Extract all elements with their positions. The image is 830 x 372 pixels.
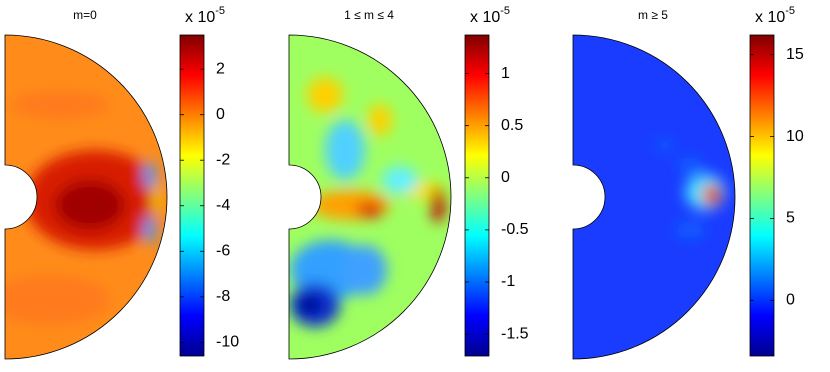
colorbar-scale: x 10-5 <box>185 5 225 26</box>
field-blobs <box>657 139 725 238</box>
field <box>289 35 451 359</box>
colorbar <box>749 34 775 357</box>
colorbar-tick-label: 10 <box>786 128 804 145</box>
field-blob <box>144 216 156 244</box>
colorbar-scale: x 10-5 <box>755 5 795 26</box>
colorbar-tick-label: 0.5 <box>501 117 523 134</box>
field-blob <box>431 187 445 223</box>
field-blob <box>10 91 110 119</box>
colorbar-scale-base: x 10 <box>185 9 215 26</box>
field-blob <box>55 180 125 230</box>
field-blob <box>657 139 673 151</box>
colorbar-scale-base: x 10 <box>755 9 785 26</box>
colorbar-scale: x 10-5 <box>470 5 510 26</box>
colorbar-tick-label: -1.5 <box>501 325 529 342</box>
field <box>5 35 167 359</box>
field-blob <box>144 161 156 189</box>
field-blob <box>153 182 161 218</box>
field-blob <box>307 77 343 113</box>
panel-title: m ≥ 5 <box>638 8 668 22</box>
colorbar-tick-label: 0 <box>216 106 225 123</box>
colorbar-tick-label: 2 <box>216 60 225 77</box>
colorbar-tick-label: -2 <box>216 151 230 168</box>
field-blob <box>5 275 110 325</box>
colorbar-scale-exponent: -5 <box>500 5 510 17</box>
field-blob <box>298 295 322 315</box>
panel-title: 1 ≤ m ≤ 4 <box>344 8 394 22</box>
colorbar-scale-exponent: -5 <box>215 5 225 17</box>
colorbar <box>179 34 205 357</box>
colorbar-tick-label: 0 <box>501 169 510 186</box>
half-disk-outline <box>572 34 736 360</box>
field-blobs <box>5 91 165 325</box>
field-blob <box>356 202 384 218</box>
field-blob <box>678 157 702 173</box>
colorbar-tick-label: -0.5 <box>501 221 529 238</box>
panel: m=0 -10 -8 -6 -4 -2 0 2 x 10-5 <box>4 5 239 360</box>
colorbar-tick-label: -10 <box>216 334 239 351</box>
colorbar-tick-label: 15 <box>786 46 804 63</box>
colorbar-scale-exponent: -5 <box>785 5 795 17</box>
colorbar <box>464 34 490 357</box>
colorbar-tick-label: -1 <box>501 273 515 290</box>
colorbar-tick-label: -4 <box>216 197 230 214</box>
colorbar-scale-base: x 10 <box>470 9 500 26</box>
panel: m ≥ 5 0 5 10 15 x 10-5 <box>572 5 804 360</box>
field-blob <box>382 166 418 194</box>
field-blob <box>343 245 387 295</box>
colorbar-tick-label: 5 <box>786 210 795 227</box>
field-blob <box>325 120 365 180</box>
colorbar-tick-label: -6 <box>216 242 230 259</box>
field-blobs <box>290 77 445 327</box>
colorbar-tick-label: 1 <box>501 65 510 82</box>
panel-title: m=0 <box>73 8 97 22</box>
half-disk-outline <box>4 34 168 360</box>
panel: 1 ≤ m ≤ 4 -1.5 -1 -0.5 0 0.5 1 x 10-5 <box>288 5 529 360</box>
field-blob <box>709 188 721 202</box>
field <box>573 35 735 359</box>
field-blob <box>368 104 392 136</box>
field-blob <box>675 222 705 238</box>
colorbar-tick-label: -8 <box>216 288 230 305</box>
colorbar-tick-label: 0 <box>786 292 795 309</box>
half-disk-outline <box>288 34 452 360</box>
